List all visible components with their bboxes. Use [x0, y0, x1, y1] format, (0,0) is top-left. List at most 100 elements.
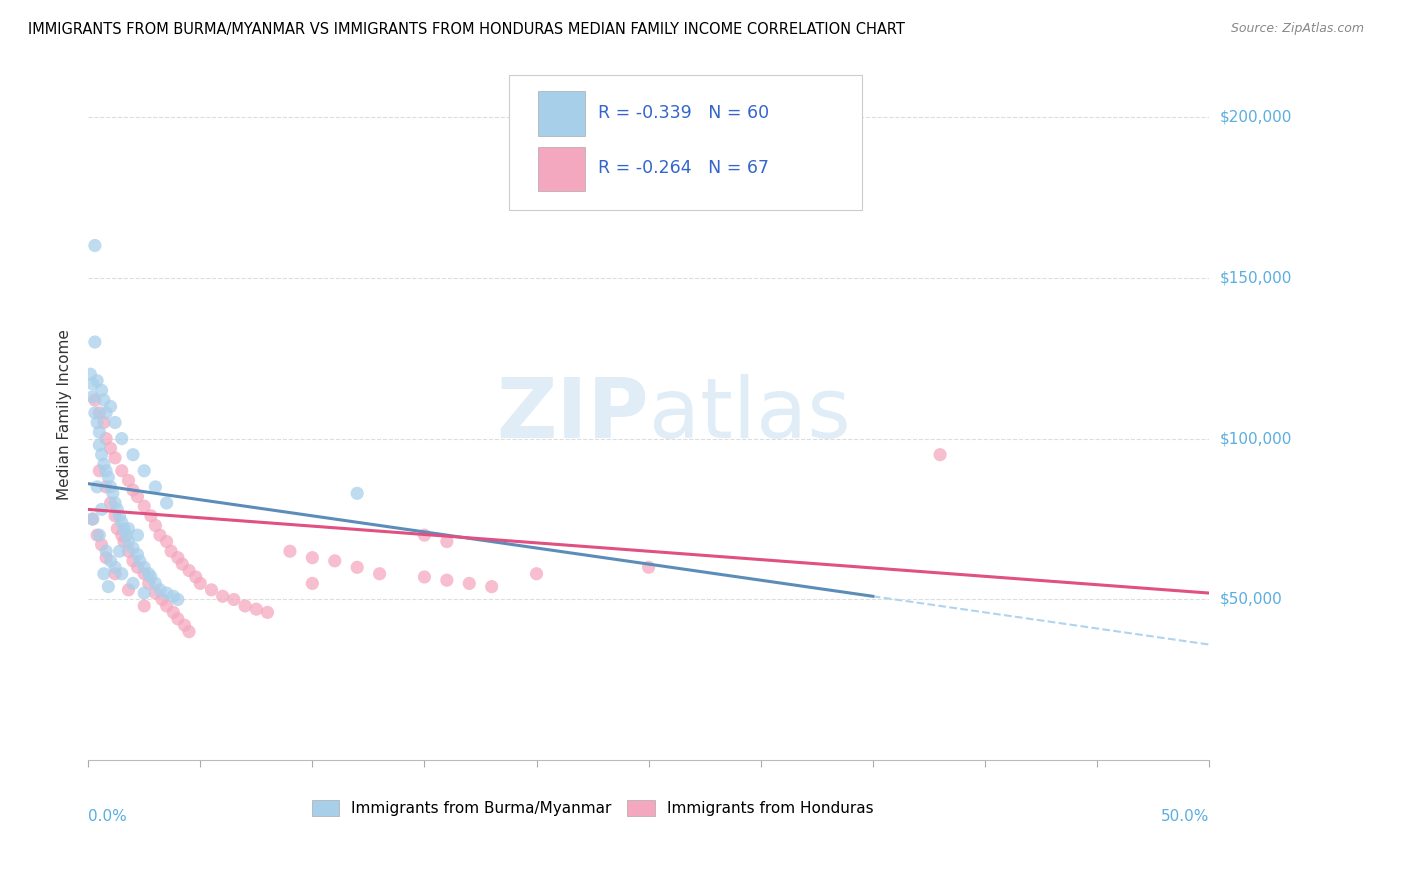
Point [108, 544, 131, 558]
Point [111, 528, 134, 542]
Point [134, 566, 156, 581]
Point [105, 522, 128, 536]
Point [256, 606, 278, 620]
Point [526, 566, 548, 581]
Point [105, 502, 128, 516]
Point [94, 480, 117, 494]
Point [301, 576, 323, 591]
Point [134, 499, 156, 513]
Text: ZIP: ZIP [496, 374, 648, 455]
Text: R = -0.339   N = 60: R = -0.339 N = 60 [598, 103, 769, 122]
Point [156, 599, 179, 613]
Point [117, 534, 139, 549]
Point [82, 512, 104, 526]
Point [323, 554, 346, 568]
Point [94, 544, 117, 558]
Point [222, 592, 245, 607]
Point [83, 334, 105, 349]
Text: 0.0%: 0.0% [89, 809, 127, 824]
Point [200, 582, 222, 597]
Point [90, 502, 112, 516]
Point [150, 592, 173, 607]
Text: $200,000: $200,000 [1220, 110, 1292, 124]
Text: 50.0%: 50.0% [1161, 809, 1209, 824]
Point [94, 464, 117, 478]
Point [188, 576, 211, 591]
Point [111, 464, 134, 478]
Point [89, 528, 111, 542]
FancyBboxPatch shape [537, 146, 585, 191]
Point [94, 550, 117, 565]
Point [413, 570, 436, 584]
Point [89, 464, 111, 478]
Point [145, 518, 167, 533]
Point [100, 442, 122, 456]
Point [86, 416, 108, 430]
Point [138, 566, 160, 581]
FancyBboxPatch shape [509, 76, 862, 211]
Point [100, 480, 122, 494]
Point [112, 534, 135, 549]
Text: IMMIGRANTS FROM BURMA/MYANMAR VS IMMIGRANTS FROM HONDURAS MEDIAN FAMILY INCOME C: IMMIGRANTS FROM BURMA/MYANMAR VS IMMIGRA… [28, 22, 905, 37]
Point [104, 566, 127, 581]
Point [93, 416, 115, 430]
Y-axis label: Median Family Income: Median Family Income [58, 329, 72, 500]
Point [127, 548, 149, 562]
Point [481, 580, 503, 594]
Point [177, 564, 200, 578]
Point [166, 612, 188, 626]
Point [104, 560, 127, 574]
Point [138, 576, 160, 591]
Point [211, 589, 233, 603]
Point [111, 566, 134, 581]
FancyBboxPatch shape [537, 91, 585, 136]
Point [413, 528, 436, 542]
Point [156, 586, 179, 600]
Point [177, 624, 200, 639]
Point [134, 599, 156, 613]
Point [166, 592, 188, 607]
Point [233, 599, 256, 613]
Point [94, 432, 117, 446]
Point [458, 576, 481, 591]
Point [368, 566, 391, 581]
Point [127, 528, 149, 542]
Point [89, 406, 111, 420]
Point [145, 480, 167, 494]
Point [127, 490, 149, 504]
Point [128, 554, 150, 568]
Point [104, 508, 127, 523]
Point [86, 480, 108, 494]
Point [90, 538, 112, 552]
Point [929, 448, 952, 462]
Text: atlas: atlas [648, 374, 851, 455]
Point [301, 550, 323, 565]
Point [127, 560, 149, 574]
Point [278, 544, 301, 558]
Point [82, 390, 104, 404]
Point [172, 557, 194, 571]
Point [100, 496, 122, 510]
Point [93, 392, 115, 407]
Point [637, 560, 659, 574]
Point [117, 582, 139, 597]
Point [104, 416, 127, 430]
Point [100, 400, 122, 414]
Point [122, 576, 145, 591]
Point [101, 486, 124, 500]
Point [82, 512, 104, 526]
Point [100, 554, 122, 568]
Point [111, 515, 134, 529]
Point [160, 544, 183, 558]
Point [156, 496, 179, 510]
Text: R = -0.264   N = 67: R = -0.264 N = 67 [598, 159, 769, 178]
Text: Source: ZipAtlas.com: Source: ZipAtlas.com [1230, 22, 1364, 36]
Point [83, 238, 105, 252]
Point [90, 448, 112, 462]
Point [117, 544, 139, 558]
Point [97, 580, 120, 594]
Legend: Immigrants from Burma/Myanmar, Immigrants from Honduras: Immigrants from Burma/Myanmar, Immigrant… [305, 794, 880, 822]
Point [346, 486, 368, 500]
Point [145, 586, 167, 600]
Point [122, 448, 145, 462]
